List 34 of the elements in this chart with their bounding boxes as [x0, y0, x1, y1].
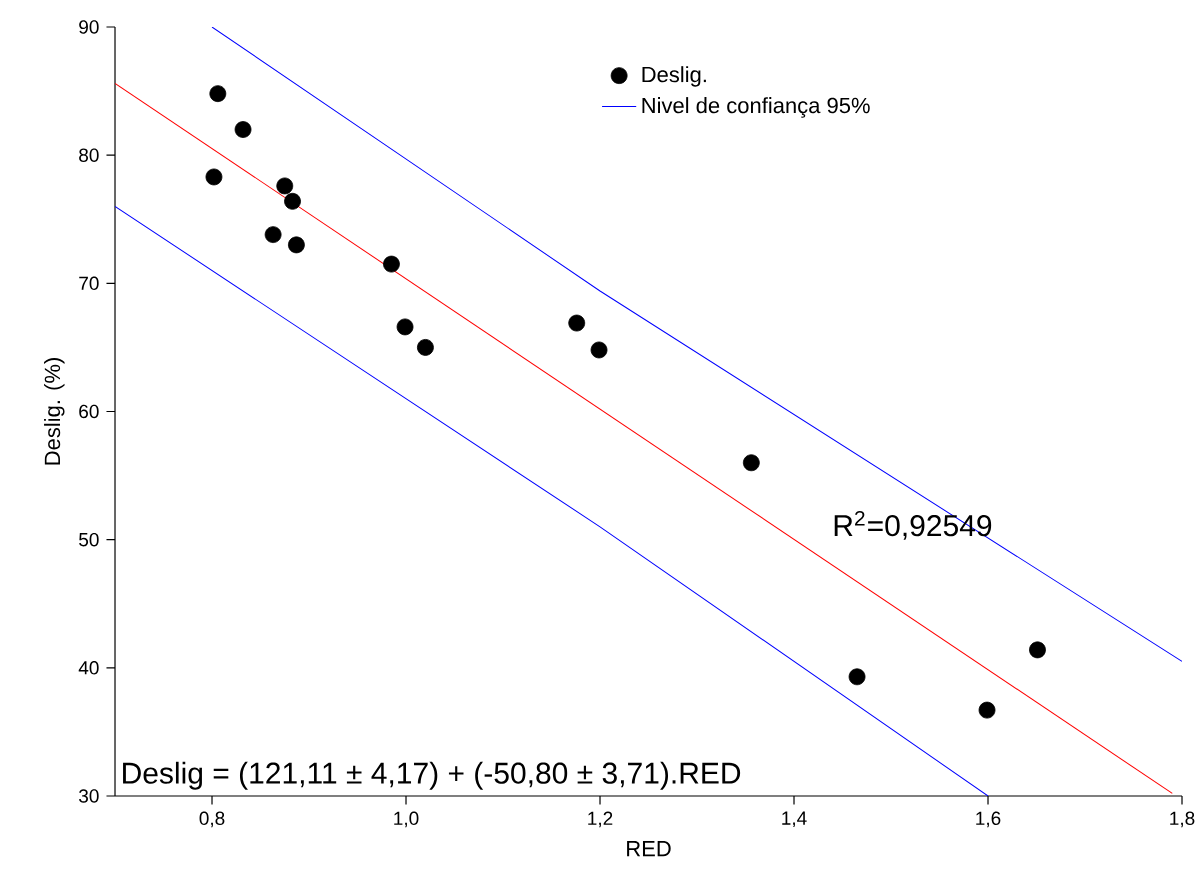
- point: [590, 341, 608, 359]
- x-axis-title: RED: [627, 841, 671, 857]
- point: [209, 85, 227, 103]
- point: [568, 314, 586, 332]
- point: [742, 454, 760, 472]
- x-tick-label: 1,8: [1170, 811, 1195, 828]
- y-tick-label: 60: [79, 404, 99, 419]
- point: [383, 255, 400, 273]
- point: [264, 226, 282, 244]
- annotation: Deslig = (121,11 ± 4,17) + (-50,80 ± 3,71).RED: [123, 761, 741, 790]
- point: [205, 168, 223, 186]
- y-tick-label: 40: [78, 661, 99, 675]
- legend-label: Deslig.: [642, 66, 706, 87]
- y-tick-label: 50: [79, 532, 99, 547]
- y-tick-label: 80: [79, 148, 99, 162]
- x-tick-label: 1,2: [588, 811, 613, 828]
- point: [417, 339, 434, 356]
- y-axis-title: Deslig. (%): [44, 358, 65, 465]
- legend-label: Nivel de confiança 95%: [642, 97, 870, 118]
- y-tick-label: 30: [79, 789, 99, 803]
- point: [276, 177, 294, 195]
- x-tick-label: 1,6: [976, 811, 1001, 828]
- y-tick-label: 70: [79, 276, 99, 291]
- y-tick-label: 90: [79, 20, 99, 34]
- point: [284, 192, 301, 210]
- x-tick-label: 1,4: [782, 811, 807, 828]
- point: [1029, 641, 1046, 659]
- point: [234, 121, 252, 138]
- point: [396, 318, 414, 336]
- point: [978, 701, 996, 719]
- point: [288, 236, 305, 254]
- point: [848, 668, 866, 686]
- x-tick-label: 1,0: [394, 811, 419, 828]
- x-tick-label: 0,8: [199, 811, 225, 828]
